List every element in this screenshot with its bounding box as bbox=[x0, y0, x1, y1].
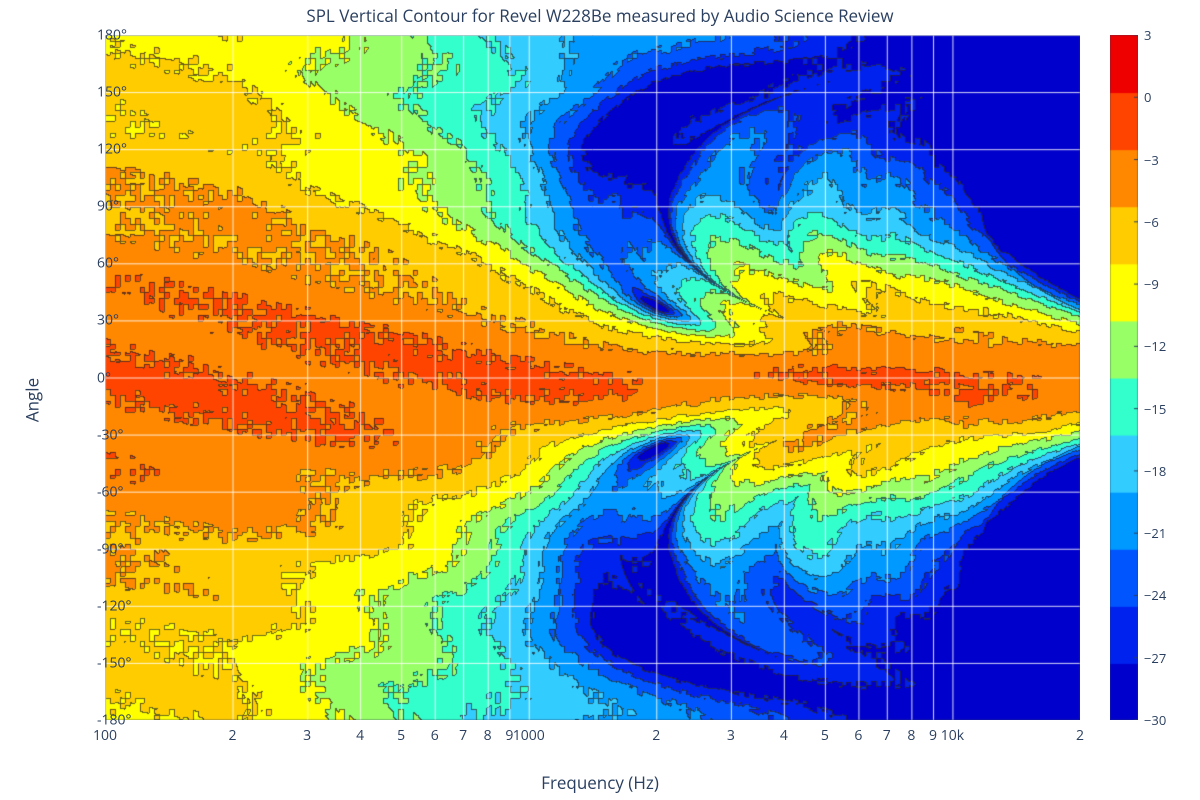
colorbar-tick: −12 bbox=[1144, 337, 1166, 355]
colorbar bbox=[1110, 35, 1138, 720]
x-tick-major: 1000 bbox=[513, 726, 545, 745]
chart-title: SPL Vertical Contour for Revel W228Be me… bbox=[0, 4, 1200, 27]
colorbar-tick: −9 bbox=[1144, 275, 1159, 293]
x-tick-minor: 6 bbox=[431, 726, 439, 745]
x-tick-minor: 4 bbox=[780, 726, 788, 745]
x-tick-minor: 2 bbox=[229, 726, 237, 745]
colorbar-tick: −30 bbox=[1144, 711, 1166, 729]
x-tick-major: 100 bbox=[93, 726, 117, 745]
x-tick-minor: 2 bbox=[1076, 726, 1084, 745]
colorbar-tick: −6 bbox=[1144, 213, 1159, 231]
x-tick-minor: 6 bbox=[854, 726, 862, 745]
x-tick-minor: 5 bbox=[821, 726, 829, 745]
colorbar-tick: 0 bbox=[1144, 88, 1151, 106]
x-tick-minor: 9 bbox=[929, 726, 937, 745]
x-tick-minor: 3 bbox=[727, 726, 735, 745]
colorbar-tick: −24 bbox=[1144, 586, 1166, 604]
x-axis-label: Frequency (Hz) bbox=[541, 771, 659, 794]
y-axis-label: Angle bbox=[21, 378, 44, 422]
colorbar-tick: −18 bbox=[1144, 462, 1166, 480]
x-tick-minor: 2 bbox=[652, 726, 660, 745]
colorbar-tick: 3 bbox=[1144, 26, 1151, 44]
colorbar-tick: −21 bbox=[1144, 524, 1166, 542]
spl-contour-chart: SPL Vertical Contour for Revel W228Be me… bbox=[0, 0, 1200, 800]
colorbar-tick: −3 bbox=[1144, 151, 1159, 169]
colorbar-tick: −15 bbox=[1144, 400, 1166, 418]
plot-area bbox=[105, 35, 1080, 720]
x-tick-minor: 8 bbox=[907, 726, 915, 745]
x-tick-minor: 5 bbox=[397, 726, 405, 745]
x-tick-minor: 7 bbox=[459, 726, 467, 745]
x-tick-minor: 3 bbox=[303, 726, 311, 745]
grid-canvas bbox=[105, 35, 1080, 720]
x-tick-minor: 7 bbox=[883, 726, 891, 745]
x-tick-major: 10k bbox=[941, 726, 964, 745]
colorbar-tick: −27 bbox=[1144, 649, 1166, 667]
x-tick-minor: 9 bbox=[505, 726, 513, 745]
colorbar-canvas bbox=[1110, 35, 1138, 720]
x-tick-minor: 8 bbox=[484, 726, 492, 745]
x-tick-minor: 4 bbox=[356, 726, 364, 745]
